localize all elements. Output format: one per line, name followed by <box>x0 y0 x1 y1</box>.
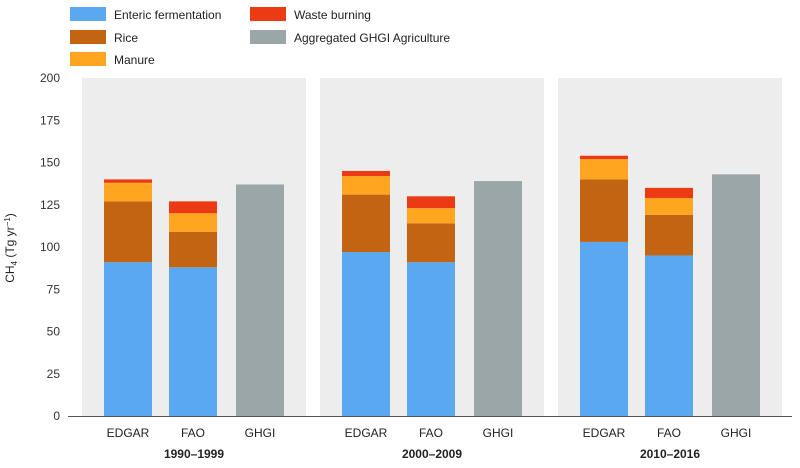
bar-segment-waste-burning <box>104 179 152 183</box>
y-tick-label: 175 <box>40 113 60 127</box>
x-group-label: 2010–2016 <box>640 447 700 461</box>
x-group-label: 1990–1999 <box>164 447 224 461</box>
bar-segment-enteric-fermentation <box>645 255 693 416</box>
x-group-label: 2000–2009 <box>402 447 462 461</box>
y-tick-label: 0 <box>53 409 60 423</box>
x-category-label: EDGAR <box>107 426 150 440</box>
bar-segment-rice <box>407 223 455 263</box>
bar-segment-manure <box>169 213 217 232</box>
bar-segment-rice <box>580 179 628 242</box>
legend-label: Rice <box>114 31 138 45</box>
bar-segment-manure <box>645 197 693 215</box>
y-tick-label: 50 <box>47 325 61 339</box>
legend: Enteric fermentation Rice Manure Waste burn… <box>70 7 450 67</box>
bar-segment-manure <box>342 176 390 195</box>
x-category-label: EDGAR <box>345 426 388 440</box>
y-axis-label: CH4 (Tg yr−1) <box>3 213 19 283</box>
bar-segment-rice <box>104 201 152 263</box>
bar-segment-enteric-fermentation <box>169 267 217 416</box>
legend-swatch <box>70 30 106 44</box>
bar-segment-aggregated-ghgi-agriculture <box>712 174 760 416</box>
bar-segment-rice <box>342 194 390 253</box>
bar-segment-rice <box>169 231 217 268</box>
bar-segment-aggregated-ghgi-agriculture <box>236 184 284 416</box>
legend-swatch <box>70 7 106 21</box>
legend-label: Enteric fermentation <box>114 8 221 22</box>
bar-segment-rice <box>645 214 693 256</box>
legend-label: Manure <box>114 53 155 67</box>
bar-segment-enteric-fermentation <box>580 241 628 416</box>
y-axis: 0 25 50 75 100 125 150 175 200 <box>40 71 60 423</box>
bar-segment-waste-burning <box>407 196 455 209</box>
bars <box>104 155 760 416</box>
bar-segment-waste-burning <box>645 187 693 198</box>
y-tick-label: 200 <box>40 71 60 85</box>
x-category-label: FAO <box>181 426 205 440</box>
bar-segment-waste-burning <box>580 155 628 160</box>
bar-segment-manure <box>104 182 152 202</box>
bar-segment-enteric-fermentation <box>407 262 455 416</box>
x-category-label: FAO <box>657 426 681 440</box>
bar-segment-enteric-fermentation <box>342 252 390 416</box>
x-axis-labels: EDGAR FAO GHGI 1990–1999 EDGAR FAO GHGI 2000–20… <box>107 426 752 461</box>
y-tick-label: 75 <box>47 282 61 296</box>
y-tick-label: 25 <box>47 367 61 381</box>
x-category-label: GHGI <box>483 426 514 440</box>
bar-segment-waste-burning <box>342 170 390 177</box>
x-category-label: EDGAR <box>583 426 626 440</box>
legend-label: Waste burning <box>294 8 371 22</box>
legend-label: Aggregated GHGI Agriculture <box>294 31 450 45</box>
x-category-label: FAO <box>419 426 443 440</box>
legend-swatch <box>250 7 286 21</box>
legend-swatch <box>250 30 286 44</box>
y-tick-label: 100 <box>40 240 60 254</box>
bar-segment-manure <box>580 159 628 180</box>
legend-swatch <box>70 52 106 66</box>
y-tick-label: 150 <box>40 156 60 170</box>
x-category-label: GHGI <box>721 426 752 440</box>
bar-segment-manure <box>407 208 455 224</box>
x-category-label: GHGI <box>245 426 276 440</box>
bar-segment-aggregated-ghgi-agriculture <box>474 181 522 416</box>
bar-segment-waste-burning <box>169 201 217 214</box>
bar-segment-enteric-fermentation <box>104 262 152 416</box>
y-tick-label: 125 <box>40 198 60 212</box>
